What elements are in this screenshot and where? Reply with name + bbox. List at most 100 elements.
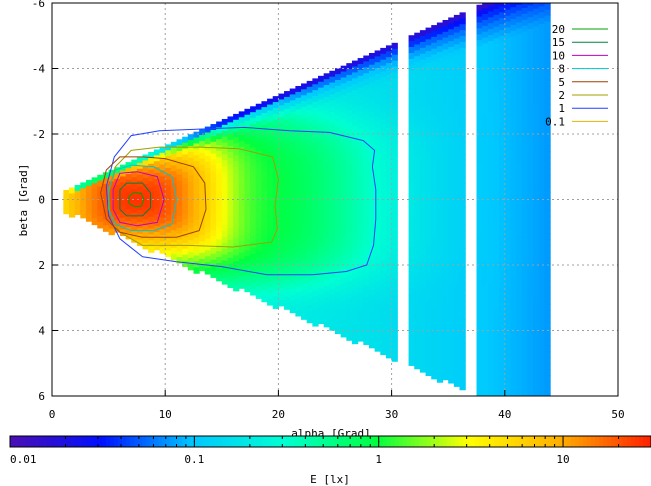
- heatmap-cell: [227, 269, 234, 277]
- x-tick-label: 20: [272, 408, 285, 421]
- heatmap-cell: [459, 318, 466, 326]
- heatmap-cell: [533, 26, 540, 34]
- heatmap-cell: [414, 303, 421, 311]
- heatmap-cell: [335, 68, 342, 75]
- heatmap-cell: [301, 307, 308, 314]
- heatmap-cell: [527, 370, 534, 378]
- heatmap-cell: [436, 234, 444, 242]
- heatmap-cell: [250, 218, 257, 225]
- heatmap-cell: [425, 180, 432, 188]
- heatmap-cell: [516, 28, 523, 35]
- heatmap-cell: [510, 396, 516, 403]
- heatmap-cell: [323, 197, 330, 204]
- heatmap-cell: [351, 95, 359, 103]
- heatmap-cell: [374, 62, 381, 69]
- heatmap-cell: [436, 81, 444, 88]
- heatmap-cell: [487, 170, 495, 178]
- heatmap-cell: [357, 164, 364, 171]
- heatmap-cell: [267, 210, 274, 218]
- heatmap-cell: [329, 147, 336, 154]
- colorbar-segment: [422, 436, 428, 447]
- heatmap-cell: [368, 265, 376, 272]
- heatmap-cell: [193, 161, 200, 168]
- heatmap-cell: [385, 45, 393, 52]
- heatmap-cell: [527, 23, 534, 30]
- heatmap-cell: [323, 173, 330, 180]
- colorbar-tick-label: 0.1: [184, 453, 204, 466]
- heatmap-cell: [419, 36, 427, 43]
- heatmap-cell: [544, 363, 551, 370]
- heatmap-cell: [227, 175, 234, 182]
- heatmap-cell: [544, 204, 551, 211]
- heatmap-cell: [295, 286, 302, 293]
- heatmap-cell: [419, 265, 427, 273]
- heatmap-cell: [408, 259, 415, 266]
- heatmap-cell: [221, 166, 229, 173]
- heatmap-cell: [527, 17, 534, 24]
- heatmap-cell: [453, 126, 461, 134]
- heatmap-cell: [436, 376, 444, 383]
- heatmap-cell: [278, 140, 285, 148]
- heatmap-cell: [499, 389, 506, 396]
- heatmap-cell: [453, 79, 461, 87]
- heatmap-cell: [374, 174, 381, 181]
- heatmap-cell: [340, 183, 347, 191]
- colorbar-segment: [246, 436, 251, 447]
- heatmap-cell: [431, 272, 438, 280]
- heatmap-cell: [380, 260, 387, 267]
- heatmap-cell: [385, 316, 393, 324]
- heatmap-cell: [425, 304, 432, 312]
- heatmap-cell: [182, 189, 189, 197]
- heatmap-cell: [521, 120, 529, 127]
- heatmap-cell: [108, 228, 115, 236]
- heatmap-cell: [527, 258, 534, 266]
- heatmap-cell: [272, 219, 279, 227]
- heatmap-cell: [442, 350, 449, 357]
- heatmap-cell: [504, 333, 512, 341]
- heatmap-cell: [493, 380, 500, 387]
- heatmap-cell: [357, 69, 364, 77]
- heatmap-cell: [527, 194, 534, 201]
- colorbar-segment: [482, 436, 488, 447]
- heatmap-cell: [199, 135, 206, 142]
- y-tick-label: -6: [32, 0, 45, 10]
- heatmap-cell: [165, 215, 172, 222]
- heatmap-cell: [340, 218, 347, 226]
- heatmap-cell: [289, 100, 296, 107]
- heatmap-cell: [385, 151, 393, 158]
- heatmap-cell: [419, 301, 427, 308]
- heatmap-cell: [267, 110, 274, 117]
- heatmap-cell: [357, 87, 364, 95]
- heatmap-cell: [385, 127, 393, 135]
- heatmap-cell: [346, 151, 353, 159]
- heatmap-cell: [487, 318, 495, 325]
- heatmap-cell: [295, 197, 302, 205]
- heatmap-cell: [482, 232, 489, 239]
- heatmap-cell: [487, 388, 495, 396]
- heatmap-cell: [391, 249, 398, 256]
- heatmap-cell: [510, 331, 517, 338]
- heatmap-cell: [442, 102, 449, 110]
- heatmap-cell: [119, 182, 127, 189]
- heatmap-cell: [544, 45, 551, 52]
- heatmap-cell: [510, 95, 517, 103]
- heatmap-cell: [108, 169, 115, 177]
- heatmap-cell: [499, 183, 506, 190]
- heatmap-cell: [272, 125, 279, 133]
- heatmap-cell: [391, 42, 398, 50]
- heatmap-cell: [318, 293, 325, 301]
- heatmap-cell: [419, 218, 427, 226]
- heatmap-cell: [261, 289, 268, 297]
- heatmap-cell: [340, 189, 347, 196]
- heatmap-cell: [391, 137, 398, 144]
- heatmap-cell: [295, 298, 302, 305]
- heatmap-cell: [340, 213, 347, 220]
- heatmap-cell: [414, 286, 421, 293]
- heatmap-cell: [408, 117, 415, 125]
- heatmap-cell: [510, 48, 517, 55]
- heatmap-cell: [493, 327, 500, 334]
- heatmap-cell: [272, 107, 279, 115]
- heatmap-cell: [261, 242, 268, 250]
- heatmap-cell: [374, 203, 381, 211]
- heatmap-cell: [493, 73, 500, 81]
